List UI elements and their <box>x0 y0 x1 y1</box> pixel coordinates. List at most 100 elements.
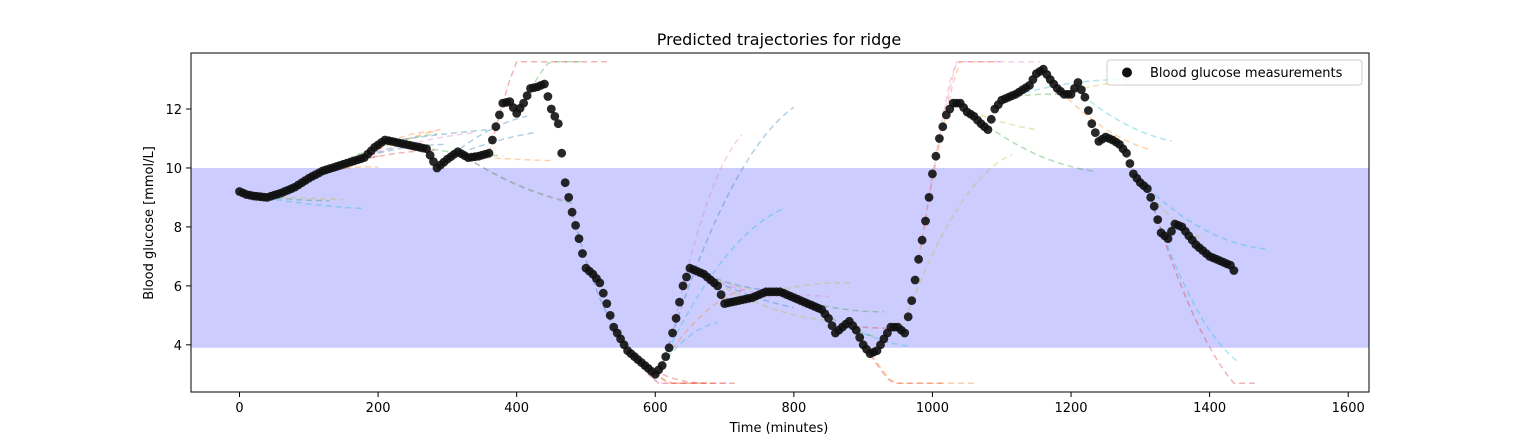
measurement-point <box>553 119 563 129</box>
measurement-point <box>567 207 577 217</box>
measurement-point <box>1087 119 1097 129</box>
prediction-trajectory <box>658 207 784 371</box>
measurement-point <box>1167 226 1176 236</box>
measurement-point <box>519 98 528 108</box>
prediction-trajectory <box>457 151 569 202</box>
measurement-point <box>1149 201 1159 211</box>
measurement-point <box>1229 266 1239 275</box>
measurement-point <box>824 313 833 323</box>
measurement-point <box>484 148 494 158</box>
y-axis-label: Blood glucose [mmol/L] <box>142 146 157 300</box>
prediction-trajectory <box>1149 197 1255 384</box>
measurement-point <box>921 216 930 226</box>
prediction-trajectory <box>1074 87 1172 142</box>
prediction-trajectory <box>1053 83 1151 151</box>
measurement-point <box>1090 128 1100 138</box>
measurement-point <box>595 278 605 288</box>
measurement-point <box>678 281 688 291</box>
measurement-point <box>574 234 584 244</box>
plot-area: 0 200 400 600 800 1000 1200 1400 1600 4 6 8 10 12 <box>165 52 1370 416</box>
measurement-point <box>917 235 927 245</box>
legend-marker <box>1122 67 1132 78</box>
measurement-point <box>1142 184 1152 194</box>
target-range-band <box>191 167 1369 348</box>
measurement-point <box>602 299 612 308</box>
measurement-point <box>682 272 691 282</box>
measurement-point <box>605 311 615 320</box>
prediction-trajectory <box>654 321 718 375</box>
measurement-point <box>827 321 837 331</box>
prediction-trajectory <box>917 61 995 260</box>
y-tick-label: 4 <box>174 339 182 354</box>
measurement-point <box>935 134 944 143</box>
legend-box <box>1106 59 1363 86</box>
measurement-point <box>557 148 567 158</box>
measurement-point <box>900 328 910 338</box>
measurement-point <box>578 249 587 258</box>
measurement-point <box>713 281 722 291</box>
prediction-trajectory <box>928 61 1040 198</box>
measurement-point <box>661 352 671 361</box>
measurement-point <box>1146 193 1156 202</box>
measurement-point <box>495 110 504 120</box>
prediction-trajectory <box>381 128 493 144</box>
measurement-point <box>1077 85 1086 95</box>
measurement-point <box>1163 234 1173 244</box>
measurement-point <box>598 288 608 298</box>
measurement-point <box>855 333 865 342</box>
measurement-point <box>491 122 501 132</box>
y-tick-label: 12 <box>165 103 182 118</box>
x-tick-label: 800 <box>781 401 806 416</box>
chart-title: Predicted trajectories for ridge <box>657 30 902 49</box>
measurement-point <box>938 122 948 132</box>
plot-frame <box>190 52 1370 393</box>
prediction-trajectory <box>848 320 974 384</box>
measurement-point <box>1080 92 1090 102</box>
measurement-point <box>931 151 941 161</box>
y-tick-label: 10 <box>165 162 182 177</box>
legend-entry: Blood glucose measurements <box>1150 66 1343 81</box>
measurement-point <box>675 297 684 307</box>
measurement-point <box>1122 148 1131 158</box>
y-tick-label: 8 <box>174 221 182 236</box>
prediction-trajectory <box>661 106 795 366</box>
measurement-point <box>910 275 920 285</box>
prediction-trajectory <box>1132 173 1266 250</box>
measurement-point <box>664 343 674 353</box>
x-tick-label: 400 <box>504 401 529 416</box>
measurement-point <box>1153 215 1163 225</box>
measurement-point <box>907 296 917 305</box>
measurement-point <box>983 125 993 134</box>
prediction-trajectory <box>689 267 795 309</box>
measurement-point <box>546 104 556 114</box>
measurement-point <box>928 169 937 179</box>
x-tick-label: 1200 <box>1054 401 1087 416</box>
measurement-point <box>924 193 934 202</box>
measurement-point <box>986 114 996 124</box>
prediction-trajectory <box>620 338 732 384</box>
prediction-trajectory <box>644 364 735 384</box>
measurement-point <box>671 313 681 323</box>
x-tick-label: 1600 <box>1332 401 1365 416</box>
prediction-trajectory <box>900 153 1013 331</box>
prediction-trajectory <box>859 337 943 384</box>
legend: Blood glucose measurements <box>1106 59 1363 86</box>
x-tick-label: 1400 <box>1193 401 1226 416</box>
x-tick-label: 200 <box>366 401 391 416</box>
measurement-point <box>560 178 570 188</box>
measurement-point <box>571 221 580 230</box>
prediction-trajectory <box>457 151 576 205</box>
measurement-point <box>668 328 677 338</box>
measurement-point <box>851 325 861 335</box>
measurement-point <box>540 79 549 89</box>
prediction-trajectory <box>488 61 607 154</box>
y-tick-label: 6 <box>174 280 182 295</box>
measurement-point <box>550 112 560 121</box>
x-tick-label: 1000 <box>916 401 949 416</box>
measurement-point <box>657 361 667 370</box>
x-tick-label: 600 <box>643 401 668 416</box>
measurement-point <box>543 92 553 101</box>
measurement-point <box>914 254 923 264</box>
